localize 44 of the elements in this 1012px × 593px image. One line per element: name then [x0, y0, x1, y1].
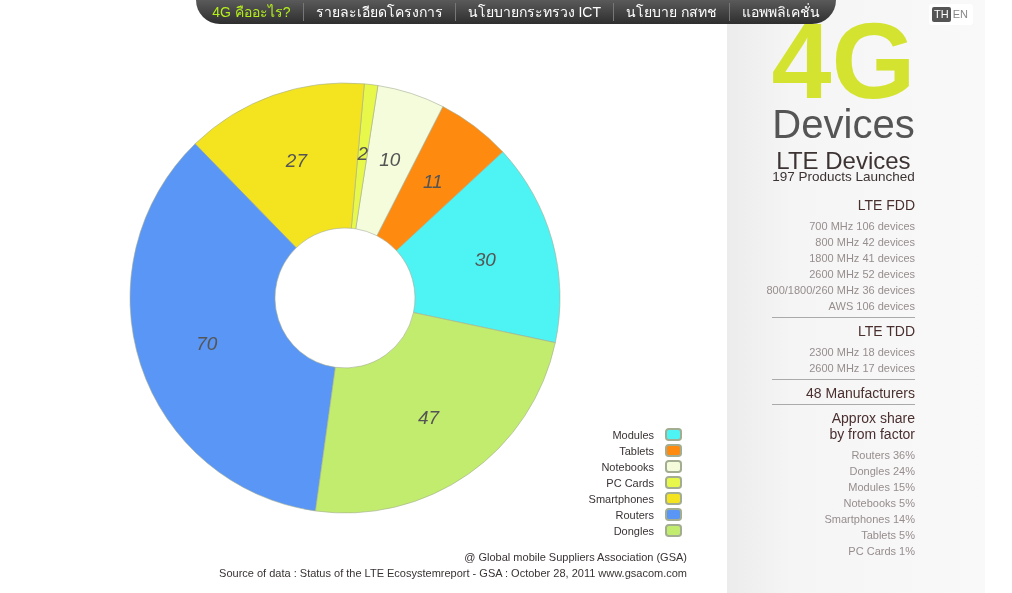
text: 197 Products Launched [771, 169, 916, 184]
legend-label: Notebooks [601, 460, 655, 473]
text: นโยบายกระทรวง ICT [454, 3, 613, 21]
text: Routers 36% [851, 448, 915, 463]
data-label: 2 [356, 143, 369, 165]
data-label: 10 [379, 149, 401, 171]
text: แอพพลิเคชั่น [728, 3, 832, 21]
text: Devices [771, 102, 916, 146]
text: LTE TDD [857, 323, 915, 339]
text: 2600 MHz 52 devices [809, 267, 915, 282]
text: 2300 MHz 18 devices [809, 345, 915, 360]
data-label: 27 [284, 150, 309, 172]
text: รายละเอียดโครงการ [302, 3, 455, 21]
text: LTE FDD [857, 197, 915, 213]
legend-label: Tablets [619, 444, 655, 457]
data-label: 30 [474, 248, 497, 270]
legend-label: PC Cards [606, 476, 655, 489]
legend-label: Modules [612, 428, 655, 441]
text: Tablets 5% [861, 528, 915, 543]
text: 2600 MHz 17 devices [809, 361, 915, 376]
text: Smartphones 14% [824, 512, 915, 527]
text: Approx share by from factor [828, 410, 915, 442]
source-note: Source of data : Status of the LTE Ecosystemreport - GSA : October 28, 2011 www.gsacom.com [219, 566, 687, 580]
data-label: 70 [196, 332, 218, 354]
legend-label: Smartphones [588, 492, 655, 505]
text: 1800 MHz 41 devices [809, 251, 915, 266]
text: Notebooks 5% [843, 496, 915, 511]
text: EN [951, 7, 969, 22]
text: Modules 15% [848, 480, 915, 495]
data-label: 47 [418, 406, 441, 428]
text: 700 MHz 106 devices [809, 219, 915, 234]
text: 48 Manufacturers [806, 385, 915, 401]
text: @ Global mobile Suppliers Association (GSA) [464, 550, 687, 564]
text: PC Cards 1% [848, 544, 915, 559]
data-label: 11 [422, 171, 443, 193]
legend-label: Dongles [613, 524, 655, 537]
text: Dongles 24% [849, 464, 915, 479]
text: 800 MHz 42 devices [815, 235, 915, 250]
legend-label: Routers [615, 508, 655, 521]
text: AWS 106 devices [828, 299, 915, 314]
text: TH [932, 7, 951, 22]
text: 4G คืออะไร? [211, 3, 292, 21]
text: นโยบาย กสทช [612, 3, 729, 21]
text: 800/1800/260 MHz 36 devices [766, 283, 915, 298]
